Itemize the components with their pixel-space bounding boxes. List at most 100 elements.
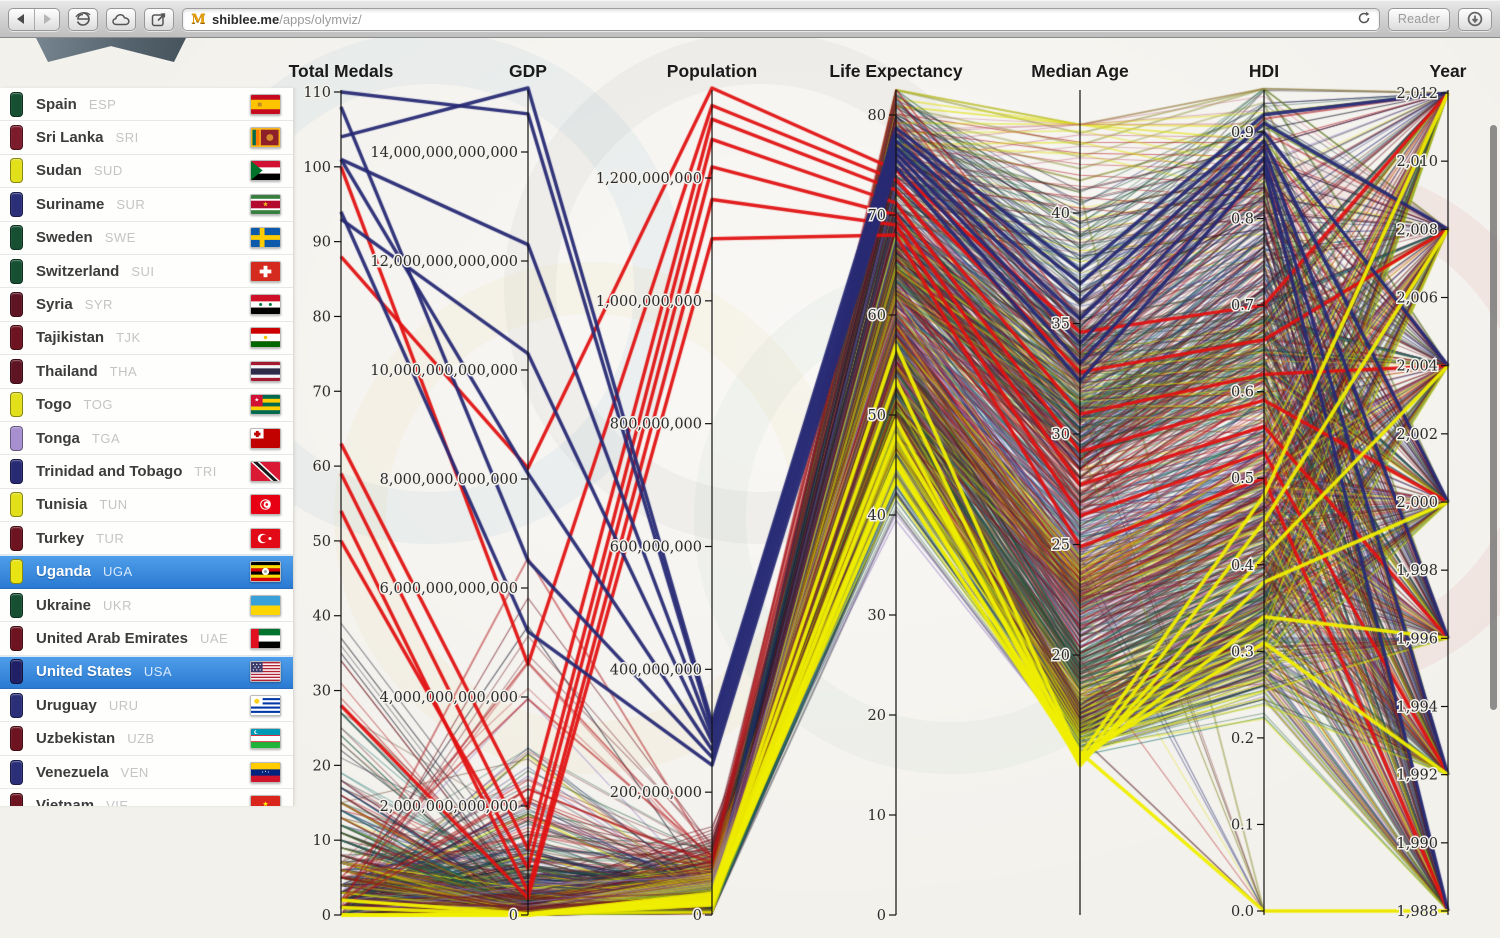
country-code: TJK — [116, 330, 141, 346]
country-list-item-uzb[interactable]: Uzbekistan UZB — [0, 722, 293, 756]
country-code: USA — [143, 664, 173, 680]
country-list-item-sui[interactable]: Switzerland SUI — [0, 254, 293, 289]
nav-buttons — [8, 7, 60, 31]
country-flag-icon — [250, 694, 281, 716]
forward-button[interactable] — [35, 9, 60, 30]
country-code: SUR — [116, 196, 146, 212]
country-list-item-tur[interactable]: Turkey TUR — [0, 522, 293, 556]
country-name: Spain — [36, 95, 77, 113]
country-color-swatch — [10, 625, 23, 651]
country-list-item-tog[interactable]: Togo TOG — [0, 388, 293, 422]
country-list-item-uga[interactable]: Uganda UGA — [0, 555, 293, 589]
country-list-item-vie[interactable]: Vietnam VIE — [0, 789, 293, 806]
axis-tick-label: 30 — [868, 608, 886, 624]
axis-tick-label: 4,000,000,000,000 — [380, 690, 518, 706]
axis-tick-label: 1,990 — [1396, 836, 1438, 852]
axis-year: Year 1,988 1,990 1,992 1,994 1,996 1,998 2,000 2… — [1395, 61, 1467, 922]
country-list-item-sur[interactable]: Suriname SUR — [0, 188, 293, 222]
explorer-button[interactable] — [68, 7, 98, 31]
country-flag-icon — [250, 327, 281, 349]
country-color-swatch — [10, 492, 23, 518]
country-color-swatch — [10, 792, 23, 806]
page-scrollbar-thumb[interactable] — [1490, 125, 1497, 710]
country-list-item-tun[interactable]: Tunisia TUN — [0, 488, 293, 523]
country-color-swatch — [10, 125, 23, 151]
country-code: TOG — [83, 397, 113, 413]
country-flag-icon — [250, 260, 281, 282]
country-list-item-sud[interactable]: Sudan SUD — [0, 154, 293, 189]
axis-title[interactable]: Total Medals — [289, 61, 394, 81]
country-code: TGA — [91, 430, 121, 446]
axis-title[interactable]: Life Expectancy — [829, 61, 963, 81]
axis-tick-label: 20 — [868, 708, 886, 724]
country-list-item-tga[interactable]: Tonga TGA — [0, 421, 293, 456]
country-color-swatch — [10, 225, 23, 251]
country-name: Sudan — [36, 162, 82, 180]
country-list-item-tri[interactable]: Trinidad and Tobago TRI — [0, 455, 293, 489]
country-flag-icon — [250, 360, 281, 382]
e-globe-icon — [75, 12, 91, 26]
axis-tick-label: 100 — [303, 160, 331, 176]
country-list-item-sri[interactable]: Sri Lanka SRI — [0, 121, 293, 155]
country-code: VEN — [120, 764, 149, 780]
axis-title[interactable]: Population — [667, 61, 757, 81]
axis-tick-label: 2,000 — [1396, 495, 1438, 511]
axis-tick-label: 80 — [868, 108, 886, 124]
country-list-item-ven[interactable]: Venezuela VEN — [0, 755, 293, 790]
country-list-item-swe[interactable]: Sweden SWE — [0, 221, 293, 255]
axis-tick-label: 50 — [313, 534, 331, 550]
country-color-swatch — [10, 158, 23, 184]
axis-tick-label: 1,994 — [1396, 700, 1438, 716]
axis-total-medals: Total Medals 0 10 20 30 40 50 60 70 80 90 100 110 — [289, 61, 394, 926]
country-list-item-ukr[interactable]: Ukraine UKR — [0, 588, 293, 623]
country-list-item-esp[interactable]: Spain ESP — [0, 88, 293, 122]
country-list-item-uru[interactable]: Uruguay URU — [0, 689, 293, 723]
axis-tick-label: 14,000,000,000,000 — [370, 145, 518, 161]
url-field[interactable]: M shiblee.me/apps/olymviz/ — [182, 7, 1380, 31]
axis-tick-label: 20 — [1052, 648, 1070, 664]
country-flag-icon — [250, 227, 281, 249]
country-name: Uganda — [36, 563, 92, 581]
back-button[interactable] — [9, 8, 35, 30]
share-button[interactable] — [144, 7, 174, 31]
country-list-item-syr[interactable]: Syria SYR — [0, 288, 293, 322]
axis-title[interactable]: Median Age — [1031, 61, 1129, 81]
country-code: UAE — [200, 630, 229, 646]
country-code: UKR — [103, 597, 132, 613]
axis-tick-label: 0.0 — [1231, 904, 1254, 920]
reader-button[interactable]: Reader — [1388, 7, 1450, 31]
country-list-item-usa[interactable]: United States USA — [0, 655, 293, 690]
axis-tick-label: 0.9 — [1231, 125, 1254, 141]
reload-button[interactable] — [1357, 11, 1371, 28]
axis-tick-label: 6,000,000,000,000 — [380, 581, 518, 597]
downloads-button[interactable] — [1458, 7, 1492, 31]
axis-tick-label: 2,008 — [1396, 222, 1438, 238]
country-color-swatch — [10, 458, 23, 484]
axis-title[interactable]: GDP — [509, 61, 547, 81]
country-flag-icon — [250, 761, 281, 783]
country-code: SYR — [84, 297, 113, 313]
icloud-button[interactable] — [106, 7, 136, 31]
axis-tick-label: 40 — [868, 508, 886, 524]
axis-title[interactable]: HDI — [1249, 61, 1279, 81]
country-list-item-tha[interactable]: Thailand THA — [0, 355, 293, 389]
axis-tick-label: 12,000,000,000,000 — [370, 254, 518, 270]
country-name: Venezuela — [36, 763, 109, 781]
web-page: Total Medals 0 10 20 30 40 50 60 70 80 90 100 110 GDP… — [0, 38, 1500, 938]
axis-tick-label: 0 — [509, 908, 518, 924]
country-name: Vietnam — [36, 796, 95, 806]
axis-tick-label: 70 — [313, 384, 331, 400]
site-favicon: M — [191, 11, 206, 27]
country-name: Uruguay — [36, 696, 97, 714]
country-code: TUR — [96, 530, 125, 546]
country-list-item-tjk[interactable]: Tajikistan TJK — [0, 321, 293, 356]
reload-icon — [1358, 11, 1370, 23]
country-code: VIE — [106, 797, 129, 806]
axis-tick-label: 200,000,000 — [610, 785, 702, 801]
axis-title[interactable]: Year — [1430, 61, 1467, 81]
axis-tick-label: 60 — [313, 459, 331, 475]
axis-median-age: Median Age 20 25 30 35 40 — [1031, 61, 1129, 915]
country-code: SRI — [115, 130, 139, 146]
country-list-item-uae[interactable]: United Arab Emirates UAE — [0, 622, 293, 656]
